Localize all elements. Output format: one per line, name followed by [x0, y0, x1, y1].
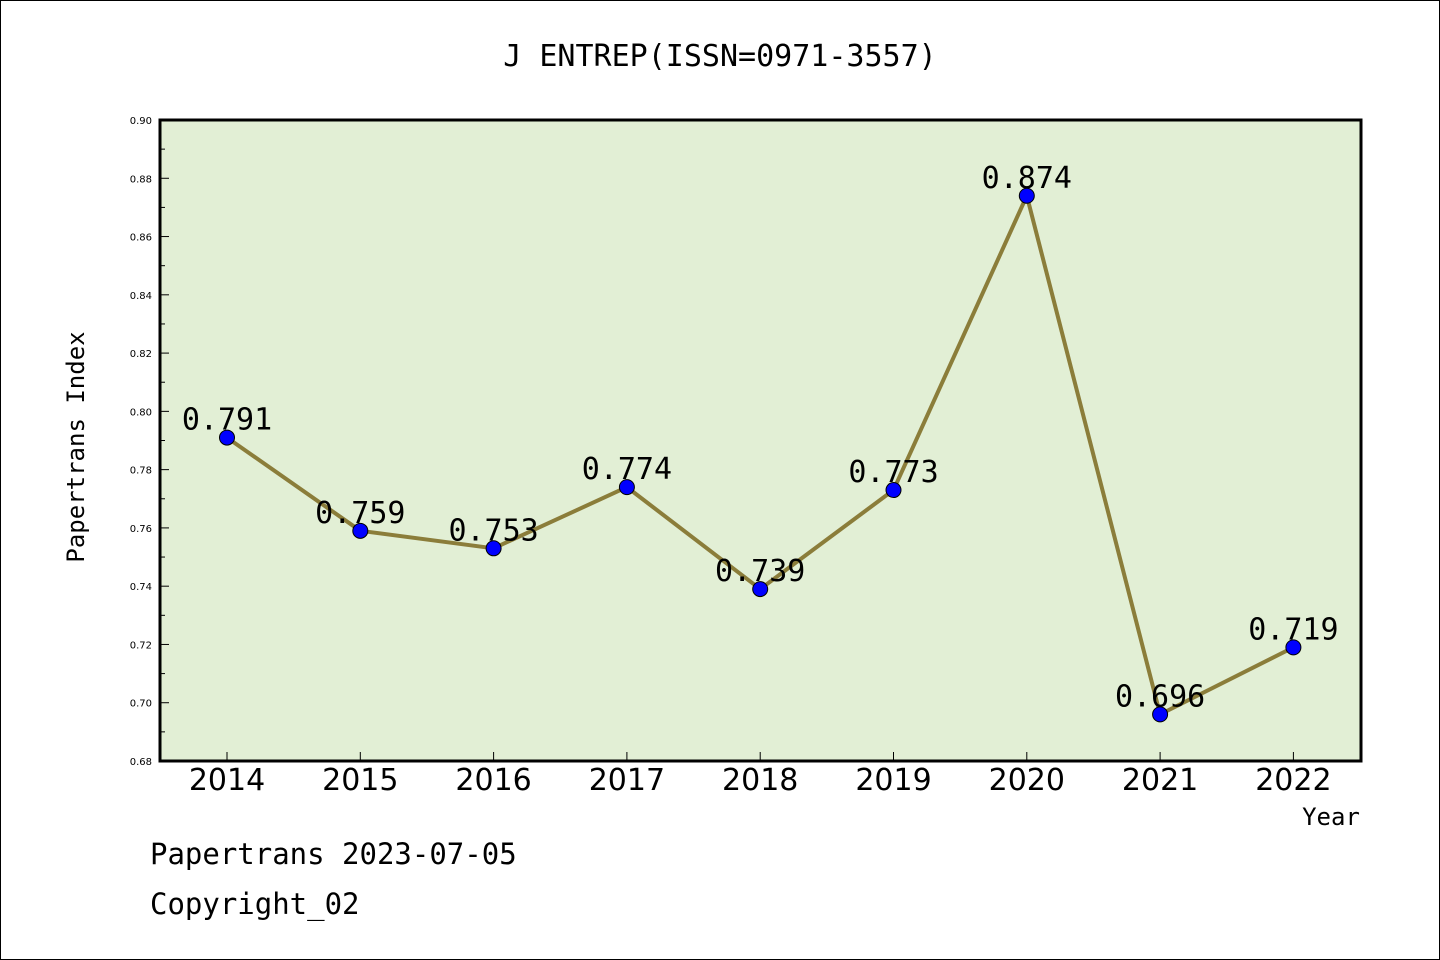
footer-date: Papertrans 2023-07-05 — [150, 837, 517, 871]
data-point — [1285, 639, 1302, 656]
y-axis: 0.68 0.70 0.72 0.74 0.76 0.78 0.80 0.82 0.84 0.86… — [130, 116, 169, 768]
x-tick-label: 2015 — [322, 763, 398, 798]
x-tick-label: 2017 — [589, 763, 665, 798]
y-tick-label: 0.70 — [130, 699, 152, 710]
y-tick-label: 0.82 — [130, 349, 152, 360]
footer-copyright: Copyright_02 — [150, 887, 360, 922]
x-axis-label: Year — [1302, 803, 1360, 831]
data-label: 0.773 — [848, 455, 938, 490]
x-tick-label: 2020 — [989, 763, 1065, 798]
y-tick-label: 0.80 — [130, 407, 152, 418]
plot-area — [158, 118, 1363, 763]
x-tick-label: 2014 — [189, 763, 265, 798]
y-tick-label: 0.84 — [130, 291, 152, 302]
y-tick-label: 0.72 — [130, 640, 152, 651]
data-label: 0.719 — [1248, 612, 1338, 647]
data-point — [752, 581, 769, 598]
data-point — [352, 522, 369, 539]
series-layer: 0.791 0.759 0.753 0.774 0.739 0.773 0.874 0.696… — [182, 161, 1339, 723]
x-tick-label: 2018 — [722, 763, 798, 798]
x-tick-label: 2021 — [1122, 763, 1198, 798]
y-tick-label: 0.74 — [130, 582, 152, 593]
data-label: 0.774 — [582, 452, 672, 487]
y-tick-label: 0.90 — [130, 116, 152, 127]
data-point — [485, 540, 502, 557]
data-point — [1152, 706, 1169, 723]
y-tick-label: 0.86 — [130, 233, 152, 244]
x-tick-label: 2016 — [455, 763, 531, 798]
x-tick-label: 2022 — [1255, 763, 1331, 798]
y-tick-label: 0.78 — [130, 466, 152, 477]
y-tick-label: 0.88 — [130, 174, 152, 185]
chart-title: J ENTREP(ISSN=0971-3557) — [503, 39, 936, 74]
data-point — [618, 479, 635, 496]
y-tick-label: 0.68 — [130, 757, 152, 768]
data-label: 0.874 — [982, 161, 1072, 196]
data-label: 0.696 — [1115, 679, 1205, 714]
data-label: 0.791 — [182, 403, 272, 438]
y-axis-label: Papertrans Index — [62, 331, 90, 562]
data-point — [219, 429, 235, 446]
x-axis: 2014 2015 2016 2017 2018 2019 2020 2021 2022 — [189, 752, 1332, 798]
data-label: 0.753 — [448, 513, 538, 548]
data-label: 0.759 — [315, 496, 405, 531]
data-label: 0.739 — [715, 554, 805, 589]
data-point — [1018, 187, 1035, 204]
y-tick-label: 0.76 — [130, 524, 152, 535]
data-point — [885, 482, 902, 499]
x-tick-label: 2019 — [855, 763, 931, 798]
